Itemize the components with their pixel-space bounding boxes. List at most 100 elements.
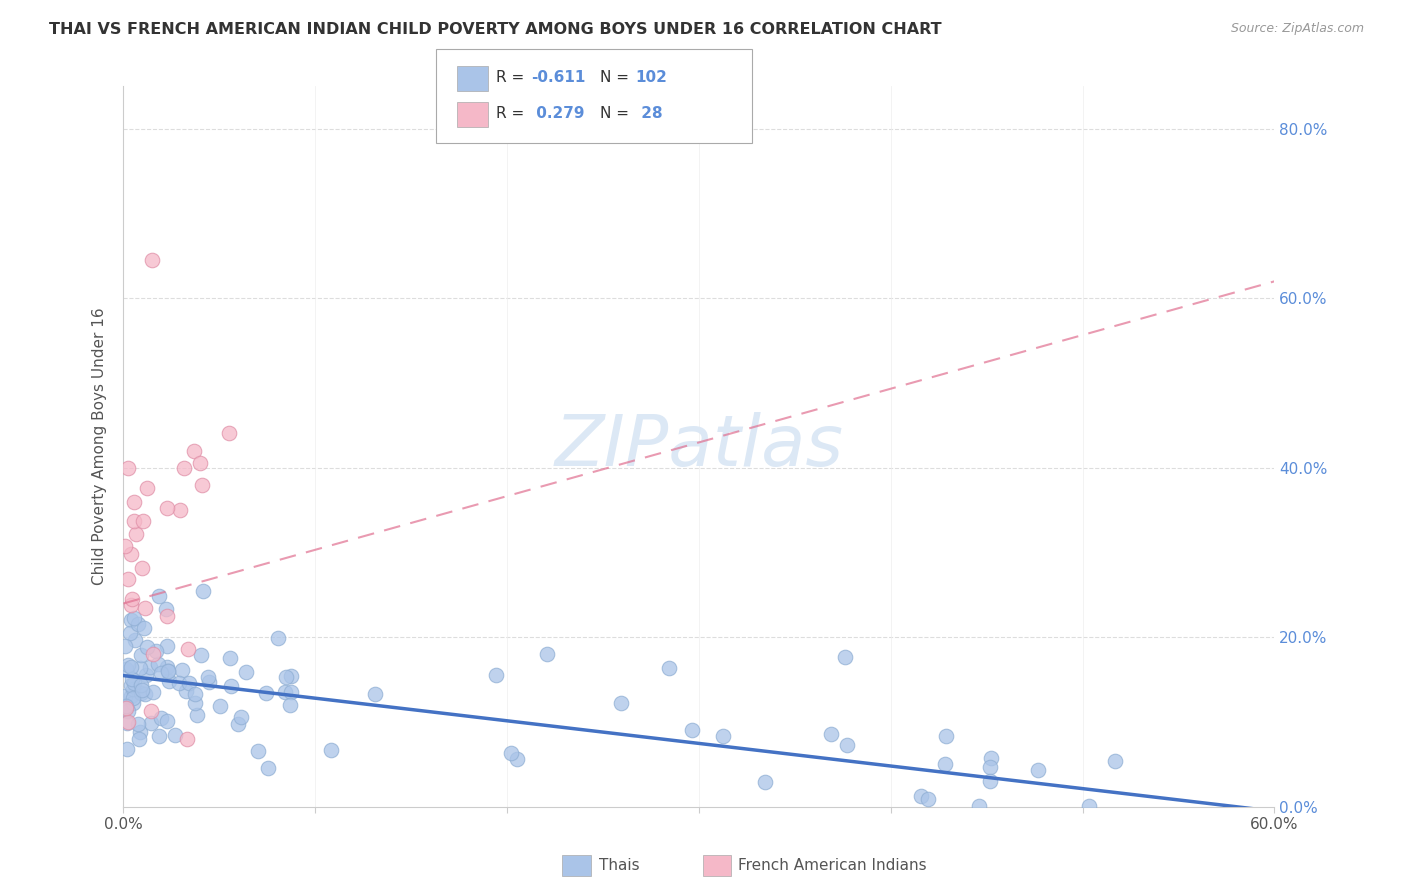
Point [183, 444, 205, 458]
Point [165, 728, 187, 742]
Point [169, 502, 191, 516]
Point [536, 648, 558, 662]
Point [127, 717, 149, 731]
Point [139, 704, 162, 718]
Point [117, 657, 139, 672]
Point [280, 684, 302, 698]
Point [979, 760, 1001, 774]
Point [485, 668, 508, 682]
Point [156, 639, 179, 653]
Point [139, 660, 162, 674]
Point [122, 676, 145, 690]
Point [141, 253, 163, 268]
Point [114, 662, 136, 676]
Point [156, 714, 179, 729]
Point [835, 738, 858, 752]
Point [134, 601, 156, 615]
Point [834, 650, 856, 665]
Point [132, 514, 155, 528]
Point [979, 773, 1001, 788]
Point [128, 660, 150, 674]
Point [124, 514, 146, 528]
Point [114, 689, 136, 703]
Point [191, 584, 214, 599]
Point [129, 685, 152, 699]
Text: 102: 102 [636, 70, 668, 85]
Point [218, 426, 240, 441]
Text: Source: ZipAtlas.com: Source: ZipAtlas.com [1230, 22, 1364, 36]
Point [266, 632, 288, 646]
Point [190, 478, 212, 492]
Point [125, 527, 148, 541]
Point [134, 621, 156, 635]
Point [980, 751, 1002, 765]
Text: N =: N = [600, 70, 634, 85]
Point [235, 665, 257, 679]
Point [176, 732, 198, 747]
Point [156, 660, 179, 674]
Point [1104, 754, 1126, 768]
Point [967, 799, 990, 814]
Point [658, 660, 681, 674]
Text: ZIPatlas: ZIPatlas [554, 412, 844, 481]
Point [122, 691, 145, 706]
Point [120, 547, 142, 561]
Text: 0.279: 0.279 [531, 106, 585, 120]
Point [115, 699, 138, 714]
Point [122, 682, 145, 697]
Point [221, 679, 243, 693]
Text: French American Indians: French American Indians [738, 858, 927, 872]
Point [117, 461, 139, 475]
Point [156, 500, 179, 515]
Point [139, 716, 162, 731]
Point [219, 651, 242, 665]
Point [129, 648, 152, 663]
Point [173, 461, 195, 475]
Text: -0.611: -0.611 [531, 70, 586, 85]
Point [128, 731, 150, 746]
Text: R =: R = [496, 70, 530, 85]
Point [256, 761, 278, 775]
Point [148, 589, 170, 603]
Point [128, 724, 150, 739]
Point [155, 601, 177, 615]
Point [711, 729, 734, 743]
Point [114, 639, 136, 653]
Point [280, 669, 302, 683]
Point [127, 616, 149, 631]
Point [246, 743, 269, 757]
Point [131, 683, 153, 698]
Point [820, 727, 842, 741]
Point [131, 561, 153, 575]
Point [134, 687, 156, 701]
Point [167, 676, 190, 690]
Point [124, 632, 146, 647]
Point [910, 789, 932, 803]
Point [231, 710, 253, 724]
Point [150, 711, 173, 725]
Point [934, 756, 956, 771]
Point [274, 685, 297, 699]
Point [114, 698, 136, 713]
Point [172, 663, 194, 677]
Point [208, 699, 231, 714]
Point [121, 673, 143, 687]
Point [190, 648, 212, 662]
Point [114, 701, 136, 715]
Point [135, 640, 157, 655]
Point [149, 665, 172, 680]
Point [506, 752, 529, 766]
Point [610, 696, 633, 710]
Point [120, 659, 142, 673]
Point [122, 495, 145, 509]
Point [117, 715, 139, 730]
Text: N =: N = [600, 106, 634, 120]
Point [146, 657, 169, 672]
Point [129, 678, 152, 692]
Point [188, 456, 211, 470]
Point [1077, 799, 1099, 814]
Point [276, 670, 298, 684]
Point [135, 667, 157, 681]
Point [118, 625, 141, 640]
Text: Thais: Thais [599, 858, 640, 872]
